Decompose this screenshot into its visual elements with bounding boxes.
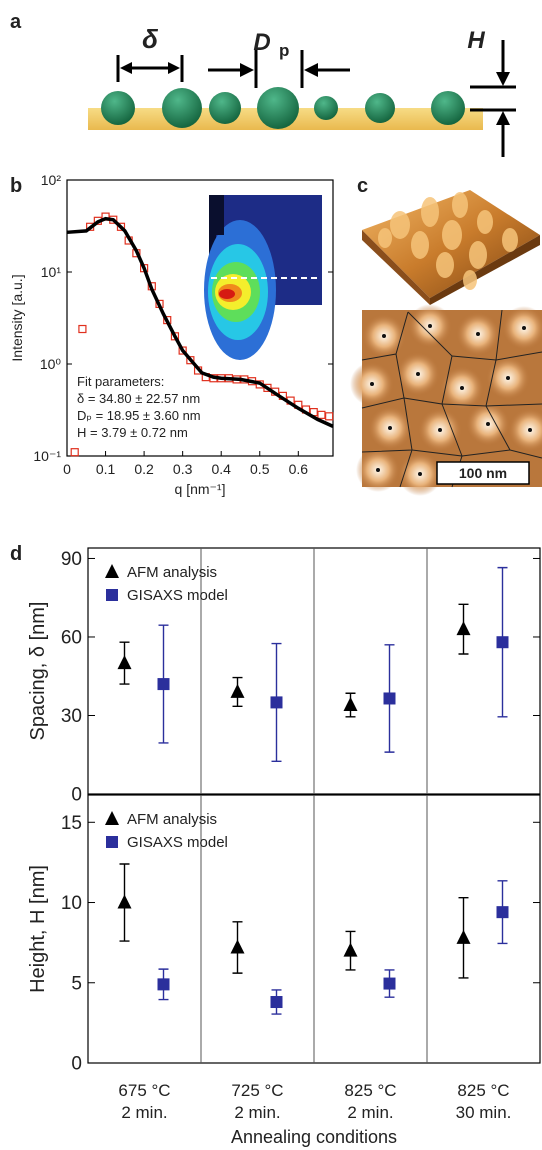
data-point [270,996,283,1009]
data-point [230,683,245,698]
plot-frame [66,179,334,457]
data-point [496,906,509,919]
y-tick-label: 60 [61,628,82,649]
data-point [343,942,358,957]
panel-label: a [10,11,22,33]
x-tick-label: 30 min. [456,1103,512,1122]
y-tick-label: 10⁻¹ [33,448,61,464]
y-tick-label: 15 [61,813,82,834]
data-point [343,697,358,712]
particle [162,88,202,128]
legend-label: AFM analysis [127,564,217,581]
x-tick-label: 0.2 [134,461,154,477]
y-tick-label: 10¹ [41,264,62,280]
particle [101,91,135,125]
panel-label: c [357,175,368,197]
x-tick-label: 825 °C [344,1081,396,1100]
x-tick-label: 0.6 [289,461,309,477]
height-symbol: H [467,27,485,54]
annotation: Dₚ = 18.95 ± 3.60 nm [77,408,201,423]
gisaxs-inset [204,195,322,360]
data-point [117,655,132,670]
voronoi-image: 100 nm [350,304,542,496]
annotation: δ = 34.80 ± 22.57 nm [77,391,200,406]
y-axis-label: Intensity [a.u.] [9,274,25,361]
particle [314,96,338,120]
data-point [317,410,326,419]
data-point [456,929,471,944]
x-tick-label: 0.3 [173,461,193,477]
data-point [456,621,471,636]
data-point [70,448,79,457]
y-tick-label: 30 [61,706,82,727]
x-tick-label: 0.4 [211,461,231,477]
x-axis-label: q [nm⁻¹] [175,481,226,497]
x-tick-label: 0 [63,461,71,477]
annotation: Fit parameters: [77,374,164,389]
data-point [230,939,245,954]
legend-marker [106,589,118,601]
data-point [117,894,132,909]
x-tick-label: 2 min. [121,1103,167,1122]
data-point [157,678,170,691]
x-axis-label: Annealing conditions [231,1127,397,1147]
diameter-symbol: D [253,29,270,56]
particle [365,93,395,123]
annotation: H = 3.79 ± 0.72 nm [77,425,188,440]
spacing-symbol: δ [142,24,158,54]
y-tick-label: 10 [61,893,82,914]
data-point [270,696,283,709]
dimension-arrows [116,40,516,157]
data-point [186,356,195,365]
data-point [383,977,396,990]
particle [431,91,465,125]
legend-label: GISAXS model [127,834,228,851]
fit-line [66,216,334,428]
scale-bar-box [436,461,530,485]
x-tick-label: 675 °C [118,1081,170,1100]
scale-bar-label: 100 nm [459,465,507,481]
legend-label: AFM analysis [127,811,217,828]
x-tick-label: 2 min. [347,1103,393,1122]
y-tick-label: 90 [61,549,82,570]
panel-label: d [10,543,22,565]
panel-label: b [10,175,22,197]
y-axis-label: Height, H [nm] [27,865,49,993]
data-point [78,324,87,334]
x-tick-label: 0.1 [96,461,116,477]
data-point [116,222,126,231]
y-axis-label: Spacing, δ [nm] [27,602,49,741]
data-point [157,978,170,991]
x-tick-label: 0.5 [250,461,270,477]
x-tick-label: 2 min. [234,1103,280,1122]
particle [257,87,299,129]
y-tick-label: 0 [71,1054,82,1075]
x-tick-label: 725 °C [231,1081,283,1100]
diameter-subscript: p [279,41,289,60]
legend-marker [105,564,119,578]
x-tick-label: 825 °C [457,1081,509,1100]
schematic: δ D p H [88,24,516,157]
y-tick-label: 10² [41,172,62,188]
y-tick-label: 5 [71,973,82,994]
y-tick-label: 10⁰ [40,356,62,372]
data-point [496,636,509,649]
data-point [383,692,396,705]
legend-marker [105,811,119,825]
particle [209,92,241,124]
legend-label: GISAXS model [127,587,228,604]
legend-marker [106,836,118,848]
afm-3d-image [362,190,540,305]
data-point [325,412,334,421]
y-tick-label: 0 [71,785,82,806]
